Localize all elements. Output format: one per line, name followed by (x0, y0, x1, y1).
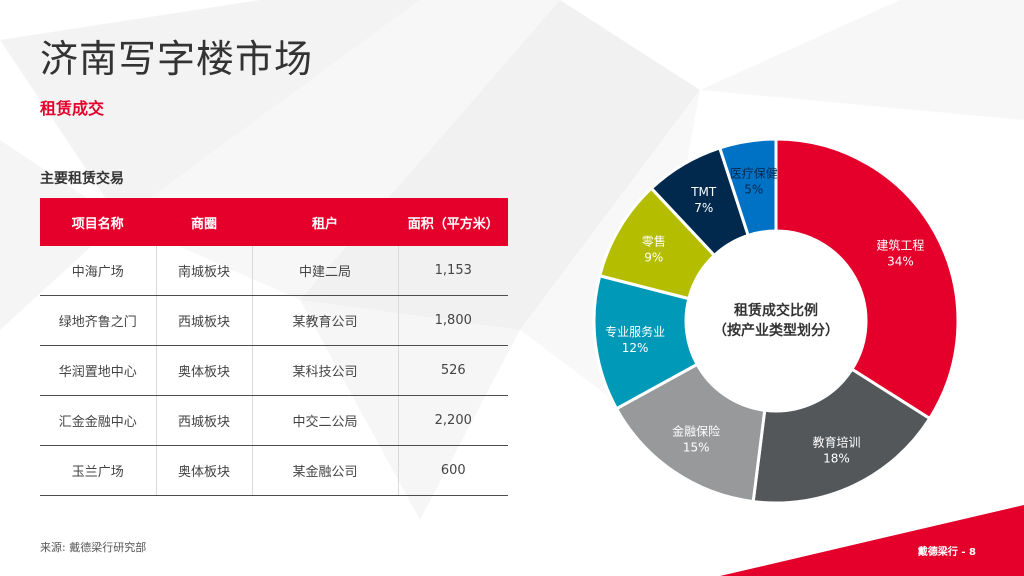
column-header-area: 面积（平方米） (397, 198, 508, 246)
cell-area: 1,153 (397, 246, 508, 296)
cell-area: 2,200 (397, 395, 508, 446)
slice-category-label: 建筑工程 (876, 238, 924, 253)
column-header-project: 项目名称 (40, 198, 156, 246)
cell-tenant: 某科技公司 (251, 345, 398, 396)
slice-value-label: 15% (683, 440, 710, 454)
footer-brand-page-number: 戴德梁行 - 8 (917, 547, 976, 558)
slice-category-label: 教育培训 (812, 434, 860, 449)
cell-district: 西城板块 (155, 395, 252, 446)
cell-area: 526 (397, 345, 508, 396)
donut-slice-1 (774, 137, 960, 421)
cell-area: 1,800 (397, 295, 508, 346)
slice-category-label: TMT (690, 185, 717, 199)
cell-district: 西城板块 (155, 295, 252, 346)
table-header-row: 项目名称 商圈 租户 面积（平方米） (40, 198, 508, 246)
slice-value-label: 18% (823, 451, 850, 465)
table-row: 汇金金融中心 西城板块 中交二公局 2,200 (40, 395, 508, 446)
cell-project: 玉兰广场 (40, 445, 156, 496)
cell-district: 奥体板块 (155, 345, 252, 396)
slice-category-label: 专业服务业 (605, 324, 665, 339)
cell-district: 南城板块 (155, 246, 252, 296)
industry-share-donut-chart: 建筑工程 34% 教育培训 18% 金融保险 15% 专业服务业 12% 零售 9% TMT 7% 医疗… (592, 137, 960, 505)
chart-center-title-line-2: （按产业类型划分） (713, 322, 839, 339)
table-row: 中海广场 南城板块 中建二局 1,153 (40, 246, 508, 296)
chart-center-title-line-1: 租赁成交比例 (734, 302, 818, 319)
slice-value-label: 34% (887, 255, 914, 269)
donut-slice-2 (751, 367, 932, 505)
cell-tenant: 某金融公司 (251, 445, 398, 496)
cell-project: 中海广场 (40, 246, 156, 296)
page-title: 济南写字楼市场 (40, 37, 314, 81)
slice-value-label: 9% (644, 251, 663, 265)
slice-value-label: 7% (694, 201, 713, 215)
column-header-district: 商圈 (155, 198, 252, 246)
column-header-tenant: 租户 (251, 198, 398, 246)
section-title: 租赁成交 (40, 99, 105, 118)
table-row: 玉兰广场 奥体板块 某金融公司 600 (40, 445, 508, 496)
cell-project: 绿地齐鲁之门 (40, 295, 156, 346)
slice-value-label: 12% (622, 341, 649, 355)
donut-labels: 建筑工程 34% 教育培训 18% 金融保险 15% 专业服务业 12% 零售 9% TMT 7% 医疗… (605, 167, 924, 466)
cell-tenant: 中建二局 (251, 246, 398, 296)
cell-tenant: 中交二公局 (251, 395, 398, 446)
donut-slice-7 (717, 137, 778, 238)
cell-project: 汇金金融中心 (40, 395, 156, 446)
cell-project: 华润置地中心 (40, 345, 156, 396)
cell-tenant: 某教育公司 (251, 295, 398, 346)
donut-slices (592, 137, 960, 505)
slice-value-label: 5% (744, 183, 763, 197)
slice-category-label: 医疗保健 (730, 167, 778, 181)
table-row: 绿地齐鲁之门 西城板块 某教育公司 1,800 (40, 295, 508, 346)
table-title: 主要租赁交易 (40, 171, 124, 187)
source-note: 来源: 戴德梁行研究部 (40, 541, 147, 554)
cell-area: 600 (397, 445, 508, 496)
donut-slice-3 (614, 362, 767, 504)
slice-category-label: 零售 (642, 234, 666, 249)
table-row: 华润置地中心 奥体板块 某科技公司 526 (40, 345, 508, 396)
slice-category-label: 金融保险 (672, 423, 720, 438)
cell-district: 奥体板块 (155, 445, 252, 496)
lease-deals-table: 项目名称 商圈 租户 面积（平方米） 中海广场 南城板块 中建二局 1,153 … (40, 198, 508, 496)
